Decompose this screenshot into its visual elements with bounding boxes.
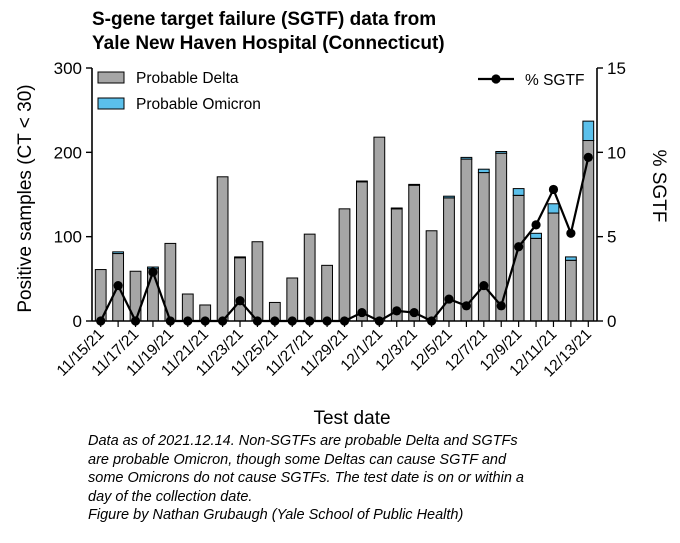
sgtf-point xyxy=(548,184,559,195)
bar-delta xyxy=(373,136,386,322)
bar-delta xyxy=(582,140,595,322)
bar-delta xyxy=(321,264,333,322)
sgtf-point xyxy=(148,267,158,277)
bar-delta xyxy=(338,208,351,322)
sgtf-point xyxy=(583,152,593,162)
y-tick-label: 0 xyxy=(73,312,82,331)
bar-omicron xyxy=(477,168,490,174)
bar-omicron xyxy=(390,207,403,210)
sgtf-point xyxy=(444,294,454,304)
y2-tick-label: 10 xyxy=(607,143,626,162)
bar-delta xyxy=(408,184,421,322)
bar-omicron xyxy=(547,203,560,214)
bar-delta xyxy=(547,212,560,322)
legend-swatch-omicron xyxy=(97,97,125,110)
figure-caption: Data as of 2021.12.14. Non-SGTFs are pro… xyxy=(88,432,648,525)
bar-delta xyxy=(216,176,229,322)
caption-line: are probable Omicron, though some Deltas… xyxy=(88,451,507,468)
title-line-1: S-gene target failure (SGTF) data from xyxy=(92,9,437,30)
bar-delta xyxy=(356,181,368,322)
bar-delta xyxy=(477,172,490,322)
bar-omicron xyxy=(512,188,525,196)
bar-omicron xyxy=(460,156,473,160)
bar-delta xyxy=(303,233,316,322)
sgtf-point xyxy=(496,301,506,311)
sgtf-point xyxy=(531,220,541,230)
bar-omicron xyxy=(582,120,595,142)
y-tick-label: 300 xyxy=(54,59,82,78)
bar-omicron xyxy=(564,256,577,261)
bar-delta xyxy=(530,237,542,322)
y2-tick-label: 0 xyxy=(607,312,616,331)
bar-omicron xyxy=(408,183,421,186)
bar-omicron xyxy=(495,150,508,154)
bar-omicron xyxy=(112,251,125,255)
legend-marker-sgtf xyxy=(491,74,501,84)
bar-delta xyxy=(390,208,403,322)
y2-tick-label: 5 xyxy=(607,228,616,247)
bar-omicron xyxy=(234,256,246,259)
bar-delta xyxy=(460,158,473,322)
y-axis-title: Positive samples (CT < 30) xyxy=(15,84,36,312)
sgtf-point xyxy=(461,301,471,311)
legend-swatch-delta xyxy=(97,71,125,84)
sgtf-point xyxy=(113,280,123,291)
chart: 010020030005101511/15/2111/17/2111/19/21… xyxy=(15,59,669,429)
bar-omicron xyxy=(530,232,542,239)
sgtf-point xyxy=(392,306,402,316)
y2-axis-title: % SGTF xyxy=(648,150,669,223)
y2-tick-label: 15 xyxy=(607,59,626,78)
bar-delta xyxy=(251,241,264,322)
y-tick-label: 200 xyxy=(54,143,82,162)
sgtf-point xyxy=(409,307,419,318)
title-line-2: Yale New Haven Hospital (Connecticut) xyxy=(92,33,445,54)
bar-omicron xyxy=(356,180,368,183)
sgtf-point xyxy=(566,228,576,238)
caption-line: some Omicrons do not cause SGTFs. The te… xyxy=(88,470,524,486)
caption-line: Data as of 2021.12.14. Non-SGTFs are pro… xyxy=(88,433,518,449)
chart-title: S-gene target failure (SGTF) data from Y… xyxy=(92,8,445,56)
bar-delta xyxy=(425,230,438,322)
bar-delta xyxy=(234,257,246,322)
legend-label-delta: Probable Delta xyxy=(136,70,239,87)
sgtf-point xyxy=(357,307,367,318)
legend-label-omicron: Probable Omicron xyxy=(136,96,261,113)
sgtf-point xyxy=(514,242,524,252)
sgtf-point xyxy=(235,296,245,306)
x-axis-title: Test date xyxy=(313,408,390,429)
bar-omicron xyxy=(443,195,455,199)
caption-line: day of the collection date. xyxy=(88,488,253,505)
caption-line: Figure by Nathan Grubaugh (Yale School o… xyxy=(88,507,464,523)
bar-delta xyxy=(564,259,577,322)
sgtf-point xyxy=(479,280,489,291)
legend-label-sgtf: % SGTF xyxy=(525,72,584,89)
bar-delta xyxy=(286,277,299,322)
y-tick-label: 100 xyxy=(54,228,82,247)
